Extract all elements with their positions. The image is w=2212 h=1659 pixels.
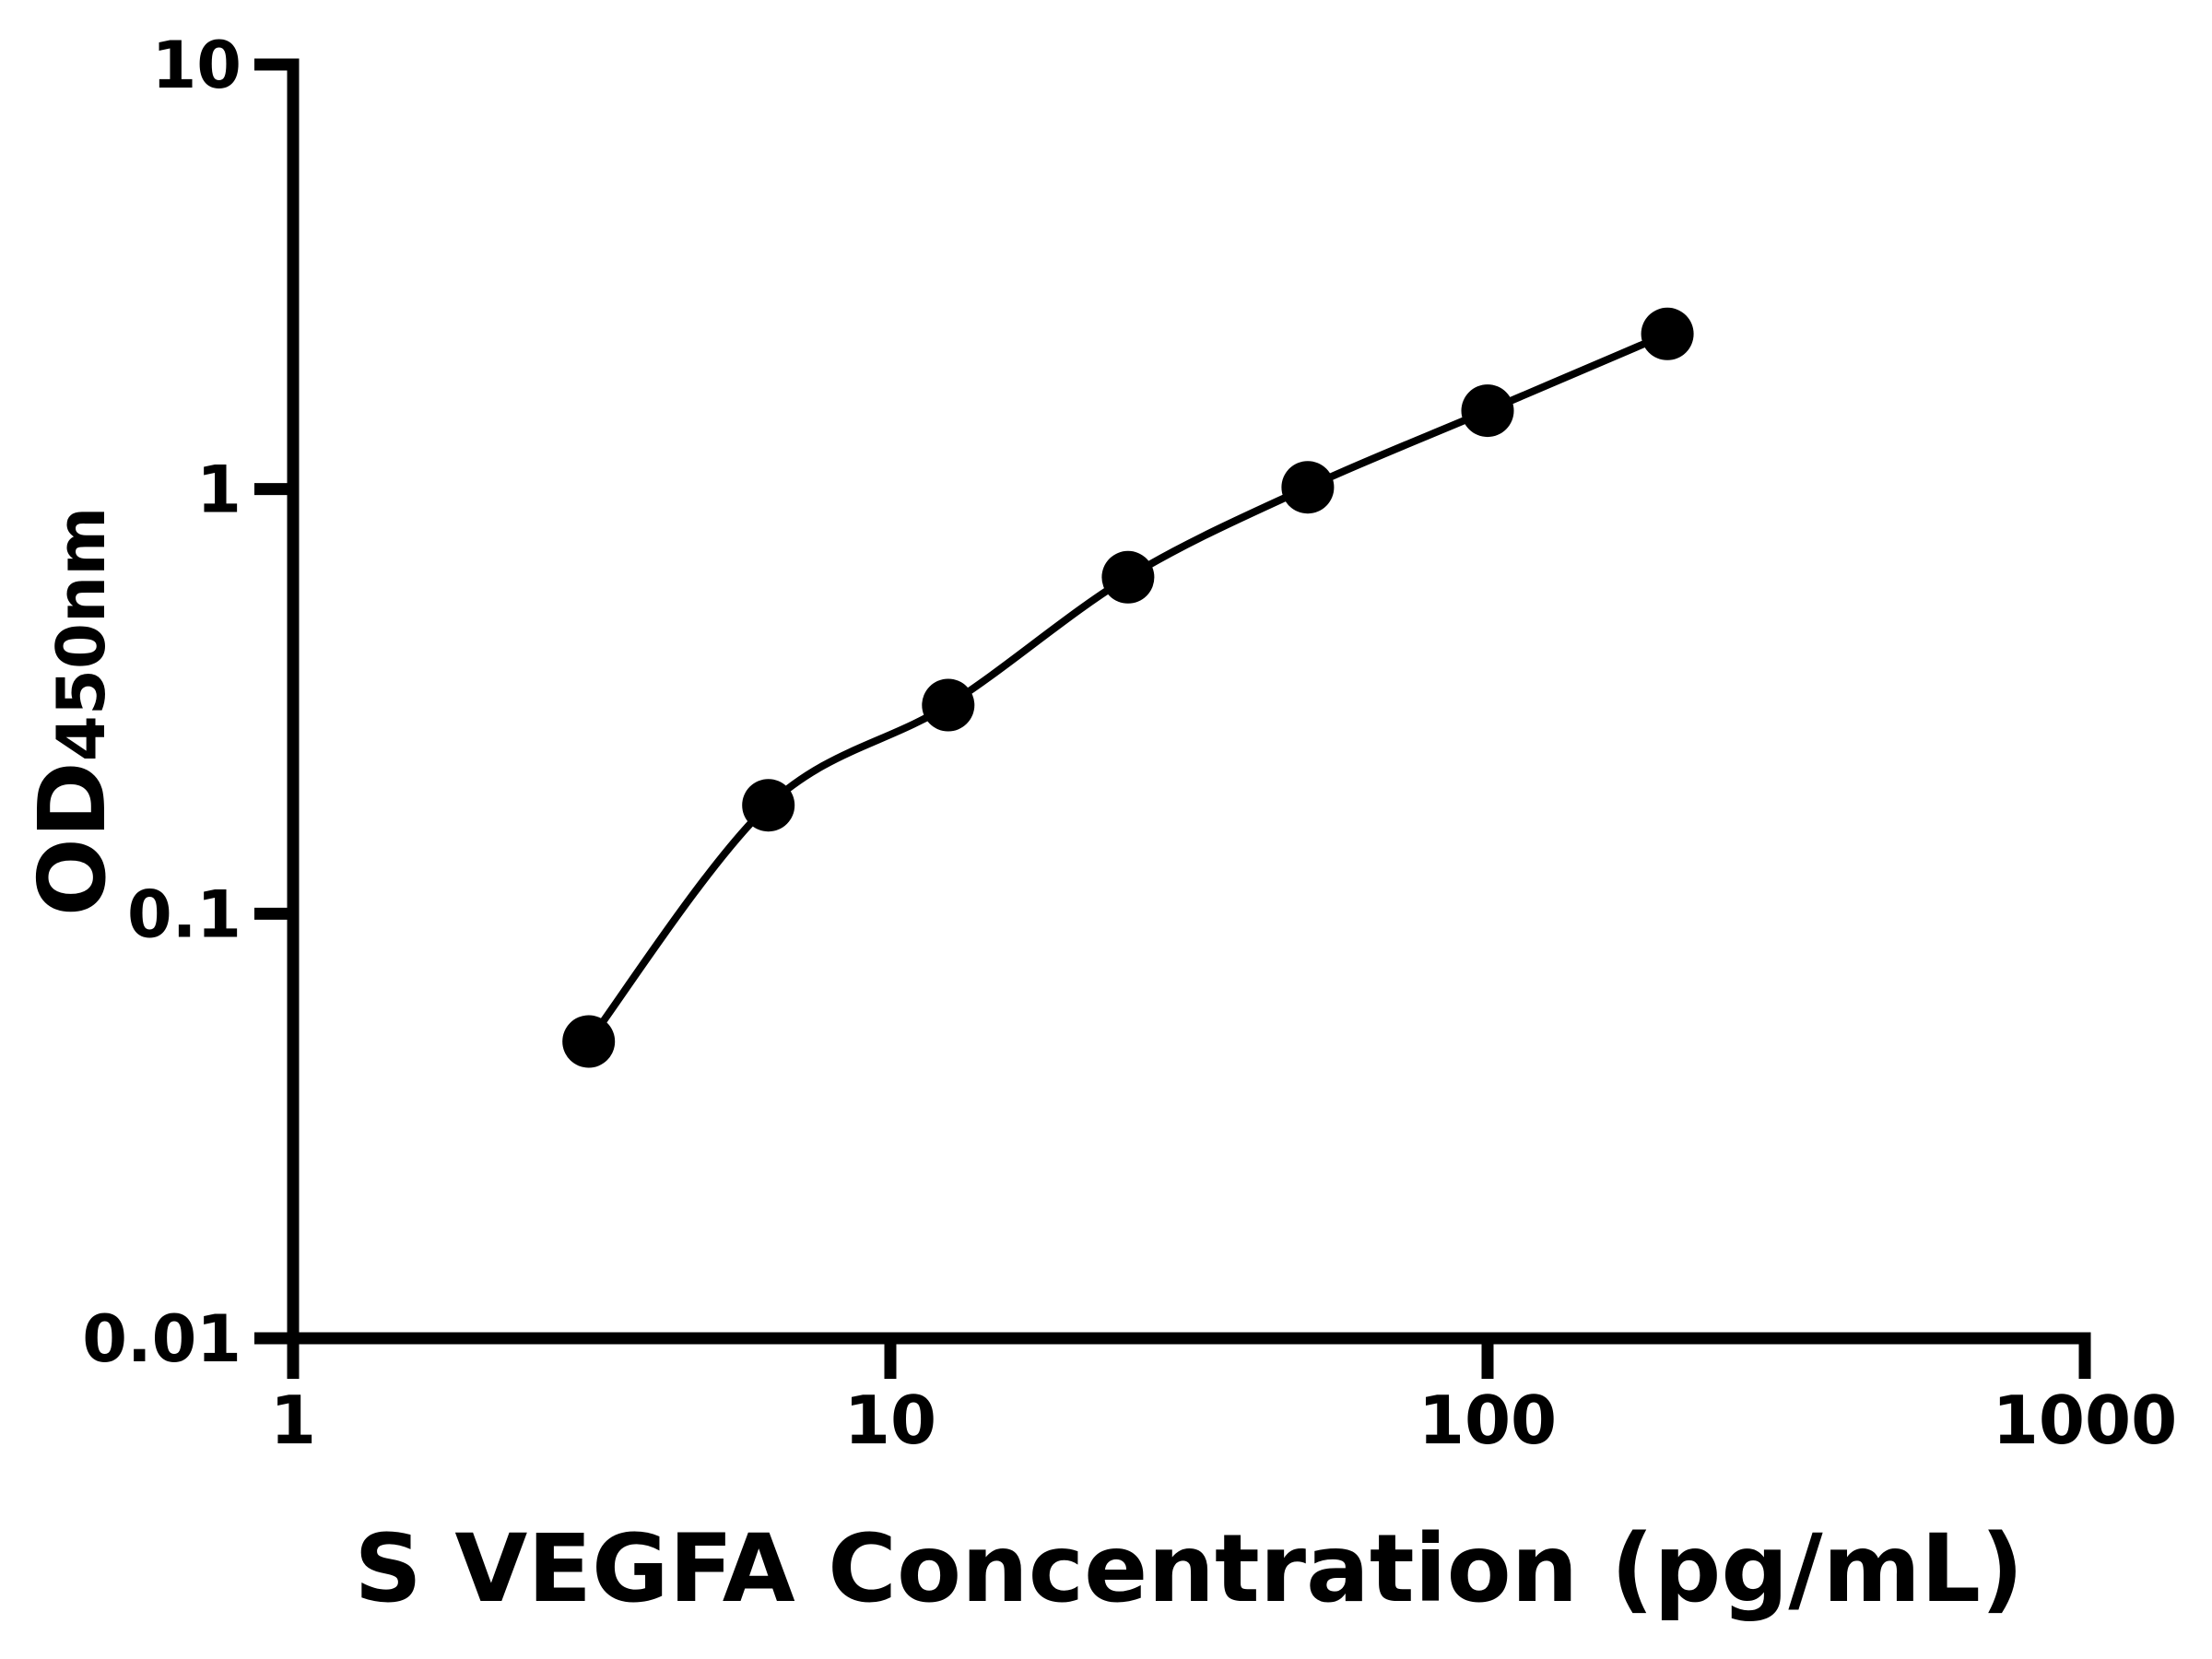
x-tick-label: 1 [270, 1382, 316, 1459]
series-layer [562, 307, 1694, 1068]
data-point-marker [1101, 550, 1155, 604]
y-axis-title-main: OD [18, 761, 126, 916]
x-axis-title: S VEGFA Concentration (pg/mL) [354, 1514, 2023, 1624]
axis-spines [254, 58, 2091, 1379]
y-axis-title: OD450nm [18, 507, 126, 917]
y-axis-title-sub: 450nm [42, 507, 120, 762]
y-tick-label: 0.1 [127, 877, 241, 952]
data-point-marker [1461, 384, 1514, 438]
data-point-marker [1641, 307, 1694, 360]
y-tick-label: 0.01 [82, 1301, 241, 1377]
x-tick-label: 100 [1418, 1382, 1557, 1459]
y-tick-label: 1 [196, 453, 241, 528]
data-point-marker [1281, 461, 1335, 514]
tick-label-layer: 0.01 0.1 1 10 1 10 100 1000 [82, 28, 2177, 1459]
axes-layer [254, 58, 2091, 1379]
standard-curve-line [584, 330, 1672, 1045]
y-tick-label: 10 [152, 28, 241, 103]
data-point-marker [742, 779, 795, 832]
x-tick-label: 1000 [1993, 1382, 2177, 1459]
x-tick-label: 10 [844, 1382, 936, 1459]
data-point-marker [922, 678, 975, 732]
data-point-marker [562, 1015, 616, 1068]
